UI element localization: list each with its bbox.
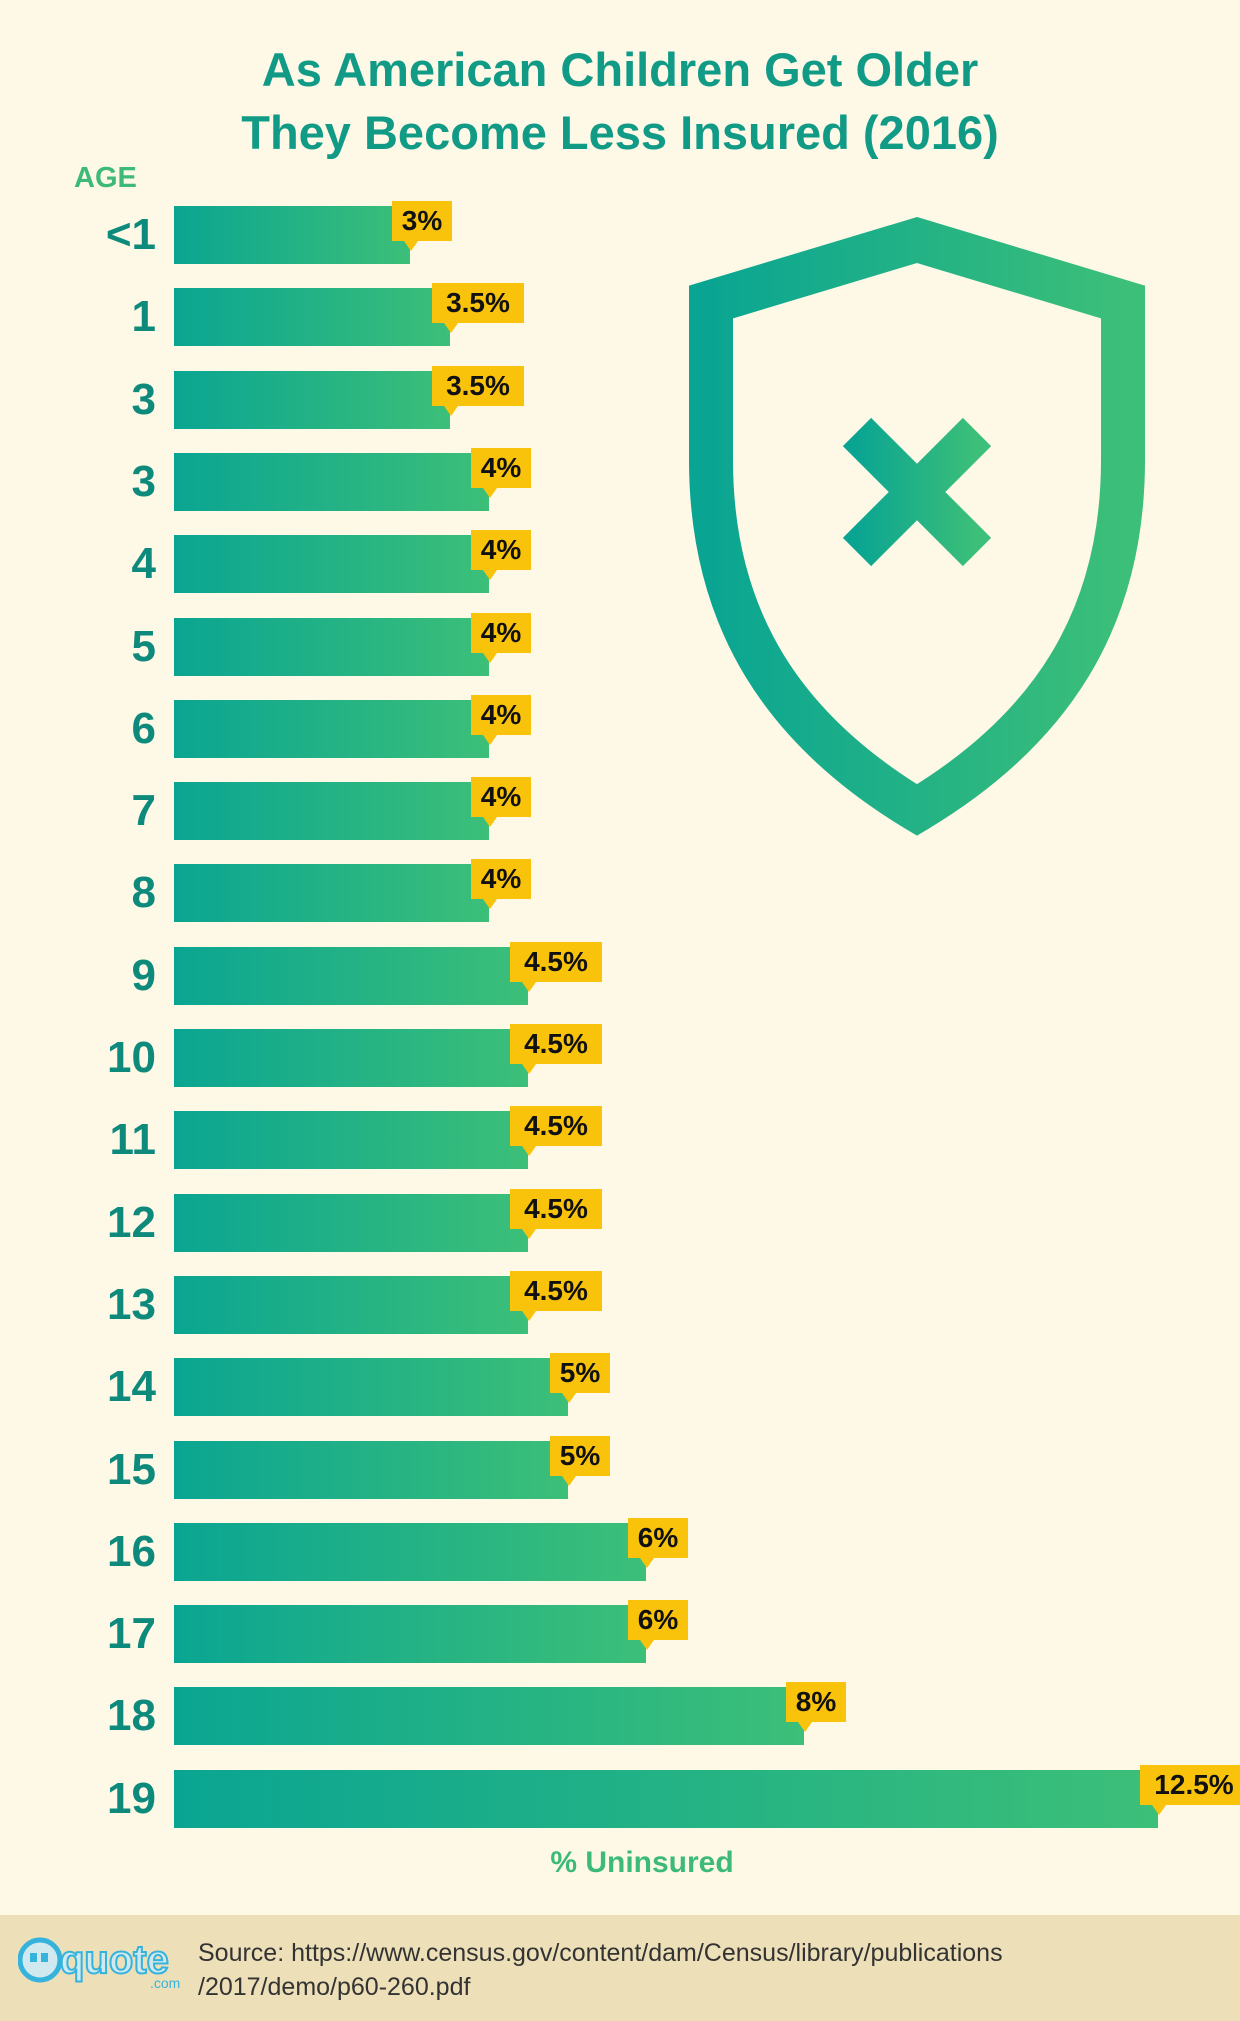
category-label: 16 (107, 1527, 156, 1576)
bar (174, 1358, 568, 1416)
data-label: 4.5% (510, 1189, 602, 1239)
bar (174, 1276, 528, 1334)
bar (174, 782, 489, 840)
bar (174, 1605, 646, 1663)
data-label: 6% (628, 1600, 688, 1650)
category-label: 15 (107, 1445, 156, 1494)
data-label: 8% (786, 1682, 846, 1732)
bar (174, 947, 528, 1005)
category-label: <1 (105, 210, 156, 259)
data-label: 4% (471, 695, 531, 745)
category-label: 1 (131, 292, 156, 341)
bar (174, 1687, 804, 1745)
bar (174, 618, 489, 676)
footer-band (0, 1915, 1240, 2021)
category-label: 9 (131, 951, 156, 1000)
data-label: 6% (628, 1518, 688, 1568)
bar (174, 535, 489, 593)
data-label: 4.5% (510, 1106, 602, 1156)
category-label: 7 (131, 786, 156, 835)
data-label: 12.5% (1140, 1765, 1240, 1815)
source-line-2: /2017/demo/p60-260.pdf (198, 1973, 471, 2001)
source-line-1: Source: https://www.census.gov/content/d… (198, 1939, 1003, 1967)
bar (174, 1194, 528, 1252)
data-label: 4% (471, 530, 531, 580)
data-label: 4% (471, 448, 531, 498)
category-label: 6 (131, 704, 156, 753)
data-label: 3.5% (432, 283, 524, 333)
bar (174, 1029, 528, 1087)
data-label: 5% (550, 1436, 610, 1486)
data-label: 4.5% (510, 942, 602, 992)
data-label: 4% (471, 613, 531, 663)
bar (174, 700, 489, 758)
data-label: 4% (471, 777, 531, 827)
category-label: 8 (131, 868, 156, 917)
category-label: 4 (131, 539, 156, 588)
bar (174, 206, 410, 264)
bar (174, 1770, 1158, 1828)
title-line-2: They Become Less Insured (2016) (241, 106, 999, 159)
data-label: 5% (550, 1353, 610, 1403)
chart-title: As American Children Get Older They Beco… (0, 38, 1240, 164)
data-label: 3% (392, 201, 452, 251)
category-label: 18 (107, 1691, 156, 1740)
bar (174, 1111, 528, 1169)
category-label: 17 (107, 1609, 156, 1658)
data-label: 4.5% (510, 1024, 602, 1074)
category-label: 10 (107, 1033, 156, 1082)
category-label: 13 (107, 1280, 156, 1329)
logo-text: quote (60, 1938, 169, 1982)
bar (174, 371, 450, 429)
bar (174, 453, 489, 511)
x-axis-label: % Uninsured (550, 1846, 734, 1879)
shield-x-icon (689, 217, 1145, 836)
category-label: 19 (107, 1774, 156, 1823)
logo-suffix: .com (150, 1975, 180, 1991)
data-label: 3.5% (432, 366, 524, 416)
category-label: 5 (131, 622, 156, 671)
quote-logo: quote .com (17, 1930, 188, 1997)
bar (174, 864, 489, 922)
category-label: 14 (107, 1362, 156, 1411)
bar (174, 1441, 568, 1499)
quote-logo-icon: quote .com (17, 1937, 180, 1991)
category-label: 11 (109, 1115, 156, 1164)
category-label: 12 (107, 1198, 156, 1247)
source-note: Source: https://www.census.gov/content/d… (198, 1936, 1228, 2004)
data-label: 4.5% (510, 1271, 602, 1321)
bar (174, 288, 450, 346)
title-line-1: As American Children Get Older (261, 43, 979, 96)
bar (174, 1523, 646, 1581)
category-label: 3 (131, 375, 156, 424)
category-label: 3 (131, 457, 156, 506)
y-axis-label: AGE (74, 162, 137, 194)
data-label: 4% (471, 859, 531, 909)
